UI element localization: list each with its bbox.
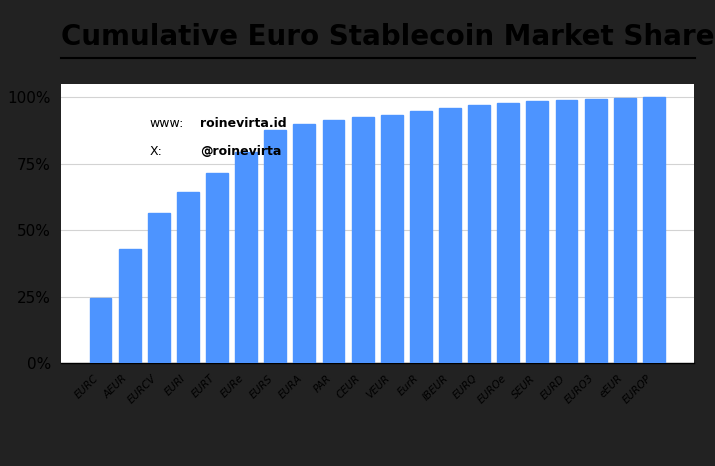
Bar <box>410 111 432 363</box>
Text: @roinevirta: @roinevirta <box>200 145 282 158</box>
Bar <box>439 108 461 363</box>
Bar <box>293 124 315 363</box>
Text: www:: www: <box>149 117 184 130</box>
Text: roinevirta.id: roinevirta.id <box>200 117 287 130</box>
Bar <box>206 173 228 363</box>
Bar <box>468 105 490 363</box>
Bar <box>148 213 169 363</box>
Bar <box>643 97 665 363</box>
Bar <box>322 120 345 363</box>
Bar <box>235 152 257 363</box>
Bar <box>526 101 548 363</box>
Bar <box>119 249 141 363</box>
Bar <box>265 130 286 363</box>
Bar <box>177 192 199 363</box>
Bar <box>613 98 636 363</box>
Bar <box>381 115 403 363</box>
Bar <box>585 99 606 363</box>
Bar <box>352 117 373 363</box>
Text: Cumulative Euro Stablecoin Market Share: Cumulative Euro Stablecoin Market Share <box>61 23 714 51</box>
Bar <box>89 298 112 363</box>
Bar <box>498 103 519 363</box>
Text: X:: X: <box>149 145 162 158</box>
Bar <box>556 100 578 363</box>
